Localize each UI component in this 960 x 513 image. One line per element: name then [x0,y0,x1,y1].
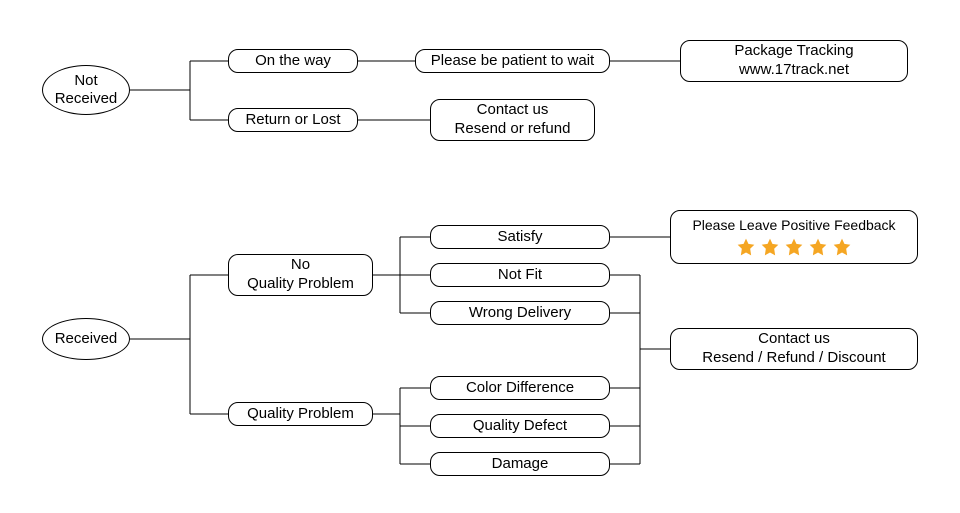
star-icon [784,237,804,257]
node-label: Quality Problem [247,275,354,294]
node-label: Resend / Refund / Discount [702,349,885,368]
node-label: Quality Defect [473,417,567,436]
node-label: Contact us [758,330,830,349]
node-contact-all: Contact us Resend / Refund / Discount [670,328,918,370]
node-label: Please be patient to wait [431,52,594,71]
star-icon [760,237,780,257]
node-label: Damage [492,455,549,474]
node-label: Color Difference [466,379,574,398]
star-icon [736,237,756,257]
node-satisfy: Satisfy [430,225,610,249]
node-color-diff: Color Difference [430,376,610,400]
node-label: Not [74,72,97,90]
node-label: www.17track.net [739,61,849,80]
node-not-fit: Not Fit [430,263,610,287]
star-icon [808,237,828,257]
node-wrong-delivery: Wrong Delivery [430,301,610,325]
node-label: No [291,256,310,275]
node-label: Wrong Delivery [469,304,571,323]
node-label: On the way [255,52,331,71]
node-quality: Quality Problem [228,402,373,426]
node-not-received: Not Received [42,65,130,115]
node-on-the-way: On the way [228,49,358,73]
node-label: Return or Lost [245,111,340,130]
node-contact-resend-refund: Contact us Resend or refund [430,99,595,141]
node-label: Resend or refund [455,120,571,139]
node-quality-defect: Quality Defect [430,414,610,438]
node-label: Contact us [477,101,549,120]
node-return-lost: Return or Lost [228,108,358,132]
node-label: Received [55,330,118,348]
node-damage: Damage [430,452,610,476]
node-no-quality: No Quality Problem [228,254,373,296]
node-label: Satisfy [497,228,542,247]
node-feedback: Please Leave Positive Feedback [670,210,918,264]
node-label: Quality Problem [247,405,354,424]
node-patient: Please be patient to wait [415,49,610,73]
star-icon [832,237,852,257]
node-label: Please Leave Positive Feedback [692,217,895,235]
node-received: Received [42,318,130,360]
node-tracking: Package Tracking www.17track.net [680,40,908,82]
node-label: Package Tracking [734,42,853,61]
node-label: Received [55,90,118,108]
node-label: Not Fit [498,266,542,285]
feedback-stars [736,237,852,257]
